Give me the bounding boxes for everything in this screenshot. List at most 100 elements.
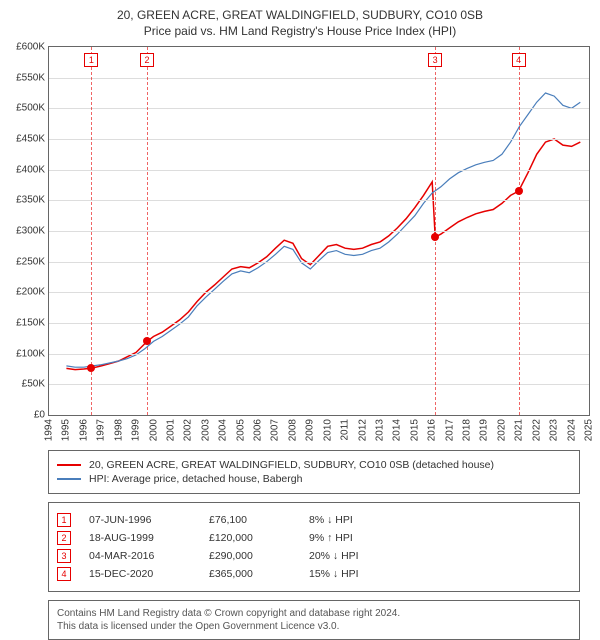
- x-tick-label: 2008: [287, 419, 298, 441]
- event-marker-on-chart: 2: [140, 53, 154, 67]
- legend-label: HPI: Average price, detached house, Babe…: [89, 473, 302, 485]
- gridline-h: [49, 78, 589, 79]
- chart-title-line1: 20, GREEN ACRE, GREAT WALDINGFIELD, SUDB…: [0, 8, 600, 22]
- legend-row: HPI: Average price, detached house, Babe…: [57, 473, 571, 485]
- y-tick-label: £550K: [16, 72, 45, 83]
- legend-swatch: [57, 478, 81, 480]
- x-tick-label: 2018: [462, 419, 473, 441]
- gridline-h: [49, 354, 589, 355]
- event-marker: 1: [57, 513, 71, 527]
- y-tick-label: £400K: [16, 164, 45, 175]
- legend-row: 20, GREEN ACRE, GREAT WALDINGFIELD, SUDB…: [57, 459, 571, 471]
- event-date: 07-JUN-1996: [89, 514, 209, 526]
- event-dot: [143, 337, 151, 345]
- x-tick-label: 2002: [183, 419, 194, 441]
- x-tick-label: 2001: [165, 419, 176, 441]
- legend-label: 20, GREEN ACRE, GREAT WALDINGFIELD, SUDB…: [89, 459, 494, 471]
- event-row: 304-MAR-2016£290,00020% ↓ HPI: [57, 549, 571, 563]
- event-price: £290,000: [209, 550, 309, 562]
- chart-plot-area: £0£50K£100K£150K£200K£250K£300K£350K£400…: [48, 46, 590, 416]
- x-tick-label: 2007: [270, 419, 281, 441]
- event-delta: 15% ↓ HPI: [309, 568, 409, 580]
- y-tick-label: £200K: [16, 287, 45, 298]
- x-tick-label: 2013: [374, 419, 385, 441]
- event-dot: [87, 364, 95, 372]
- event-vline: [147, 47, 148, 415]
- y-tick-label: £600K: [16, 42, 45, 53]
- x-tick-label: 2016: [427, 419, 438, 441]
- footnote-line1: Contains HM Land Registry data © Crown c…: [57, 607, 571, 620]
- x-tick-label: 2006: [253, 419, 264, 441]
- x-tick-label: 2021: [514, 419, 525, 441]
- y-tick-label: £150K: [16, 318, 45, 329]
- event-marker: 4: [57, 567, 71, 581]
- title-block: 20, GREEN ACRE, GREAT WALDINGFIELD, SUDB…: [0, 0, 600, 42]
- x-tick-label: 2005: [235, 419, 246, 441]
- event-vline: [435, 47, 436, 415]
- y-tick-label: £50K: [22, 379, 45, 390]
- x-tick-label: 2025: [584, 419, 595, 441]
- gridline-h: [49, 384, 589, 385]
- gridline-h: [49, 170, 589, 171]
- event-date: 04-MAR-2016: [89, 550, 209, 562]
- event-row: 218-AUG-1999£120,0009% ↑ HPI: [57, 531, 571, 545]
- x-tick-label: 2022: [531, 419, 542, 441]
- y-tick-label: £450K: [16, 134, 45, 145]
- event-row: 4 15-DEC-2020£365,00015% ↓ HPI: [57, 567, 571, 581]
- events-table: 107-JUN-1996£76,1008% ↓ HPI218-AUG-1999£…: [48, 502, 580, 592]
- y-tick-label: £300K: [16, 226, 45, 237]
- x-tick-label: 2017: [444, 419, 455, 441]
- x-tick-label: 1995: [61, 419, 72, 441]
- footnote-box: Contains HM Land Registry data © Crown c…: [48, 600, 580, 640]
- event-vline: [91, 47, 92, 415]
- series-line: [66, 139, 580, 370]
- x-tick-label: 2004: [218, 419, 229, 441]
- event-row: 1 07-JUN-1996£76,1008% ↓ HPI: [57, 513, 571, 527]
- event-delta: 20% ↓ HPI: [309, 550, 409, 562]
- gridline-h: [49, 323, 589, 324]
- legend-swatch: [57, 464, 81, 466]
- y-tick-label: £100K: [16, 348, 45, 359]
- event-price: £365,000: [209, 568, 309, 580]
- gridline-h: [49, 292, 589, 293]
- x-tick-label: 2015: [409, 419, 420, 441]
- event-vline: [519, 47, 520, 415]
- legend-box: 20, GREEN ACRE, GREAT WALDINGFIELD, SUDB…: [48, 450, 580, 494]
- x-tick-label: 1998: [113, 419, 124, 441]
- x-tick-label: 2010: [322, 419, 333, 441]
- x-tick-label: 2009: [305, 419, 316, 441]
- x-tick-label: 2019: [479, 419, 490, 441]
- x-tick-label: 2024: [566, 419, 577, 441]
- x-tick-label: 2020: [496, 419, 507, 441]
- event-dot: [515, 187, 523, 195]
- y-tick-label: £500K: [16, 103, 45, 114]
- x-tick-label: 1996: [78, 419, 89, 441]
- y-tick-label: £250K: [16, 256, 45, 267]
- y-tick-label: £350K: [16, 195, 45, 206]
- gridline-h: [49, 108, 589, 109]
- x-tick-label: 2000: [148, 419, 159, 441]
- gridline-h: [49, 231, 589, 232]
- x-tick-label: 2014: [392, 419, 403, 441]
- x-tick-label: 1994: [44, 419, 55, 441]
- event-date: 18-AUG-1999: [89, 532, 209, 544]
- chart-title-line2: Price paid vs. HM Land Registry's House …: [0, 24, 600, 38]
- event-date: 15-DEC-2020: [89, 568, 209, 580]
- event-marker: 2: [57, 531, 71, 545]
- event-marker-on-chart: 1: [84, 53, 98, 67]
- x-tick-label: 2011: [340, 419, 351, 441]
- event-marker-on-chart: 3: [428, 53, 442, 67]
- x-tick-label: 1999: [131, 419, 142, 441]
- x-tick-label: 1997: [96, 419, 107, 441]
- event-delta: 8% ↓ HPI: [309, 514, 409, 526]
- event-marker-on-chart: 4: [512, 53, 526, 67]
- gridline-h: [49, 200, 589, 201]
- event-price: £76,100: [209, 514, 309, 526]
- gridline-h: [49, 139, 589, 140]
- chart-container: 20, GREEN ACRE, GREAT WALDINGFIELD, SUDB…: [0, 0, 600, 620]
- event-dot: [431, 233, 439, 241]
- x-tick-label: 2012: [357, 419, 368, 441]
- footnote-line2: This data is licensed under the Open Gov…: [57, 620, 571, 633]
- gridline-h: [49, 262, 589, 263]
- x-tick-label: 2003: [200, 419, 211, 441]
